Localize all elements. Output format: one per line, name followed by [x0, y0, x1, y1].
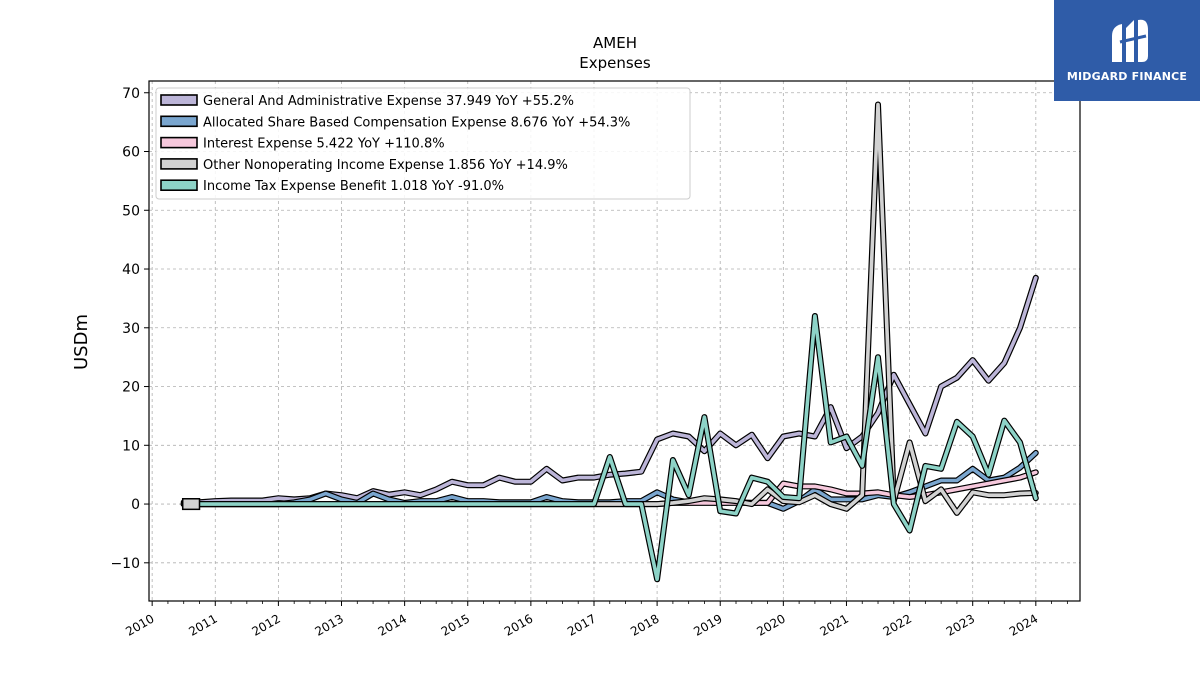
x-tick-label: 2022 — [881, 611, 914, 638]
legend-label: Interest Expense 5.422 YoY +110.8% — [203, 137, 445, 152]
y-tick-label: 50 — [122, 203, 140, 219]
x-tick-label: 2023 — [944, 611, 977, 638]
y-tick-label: 40 — [122, 262, 140, 278]
legend-label: General And Administrative Expense 37.94… — [203, 94, 574, 109]
plot-frame — [148, 80, 1081, 602]
x-tick-label: 2021 — [818, 611, 851, 638]
legend-label: Income Tax Expense Benefit 1.018 YoY -91… — [203, 179, 504, 194]
brand-logo: MIDGARD FINANCE — [1054, 0, 1200, 101]
legend-swatch — [160, 115, 198, 128]
legend: General And Administrative Expense 37.94… — [155, 87, 691, 200]
legend-swatch — [160, 158, 198, 170]
y-tick-label: −10 — [110, 556, 140, 572]
x-tick-label: 2010 — [123, 611, 156, 638]
x-tick-label: 2024 — [1007, 611, 1040, 638]
y-tick-label: 0 — [131, 497, 140, 513]
chart-title: AMEH — [593, 34, 637, 52]
x-tick-label: 2020 — [754, 611, 787, 638]
legend-box — [155, 87, 691, 200]
series-layer — [180, 101, 1039, 583]
x-tick-label: 2018 — [628, 611, 661, 638]
y-tick-label: 70 — [122, 86, 140, 102]
x-tick-label: 2017 — [565, 611, 598, 638]
brand-mark-icon — [1112, 19, 1148, 62]
series-line — [197, 314, 1038, 582]
x-tick-label: 2016 — [502, 611, 535, 638]
x-tick-label: 2013 — [313, 611, 346, 638]
x-tick-label: 2011 — [186, 611, 219, 638]
y-tick-label: 60 — [122, 145, 140, 161]
legend-label: Allocated Share Based Compensation Expen… — [203, 115, 630, 130]
y-tick-label: 10 — [122, 438, 140, 454]
series-line-outline — [180, 274, 1039, 506]
x-tick-label: 2014 — [376, 611, 409, 638]
chart-subtitle: Expenses — [579, 54, 651, 72]
series-start-marker — [181, 498, 201, 511]
legend-swatch — [160, 136, 198, 149]
x-tick-label: 2019 — [691, 611, 724, 638]
y-tick-label: 30 — [122, 321, 140, 337]
legend-swatch — [160, 179, 198, 191]
legend-label: Other Nonoperating Income Expense 1.856 … — [203, 158, 568, 173]
brand-name: MIDGARD FINANCE — [1066, 70, 1188, 83]
legend-swatch — [160, 94, 198, 106]
series-line — [181, 275, 1038, 505]
x-tick-label: 2012 — [249, 611, 282, 638]
y-axis-label: USDm — [71, 314, 92, 370]
x-tick-label: 2015 — [439, 611, 472, 638]
y-tick-label: 20 — [122, 380, 140, 396]
